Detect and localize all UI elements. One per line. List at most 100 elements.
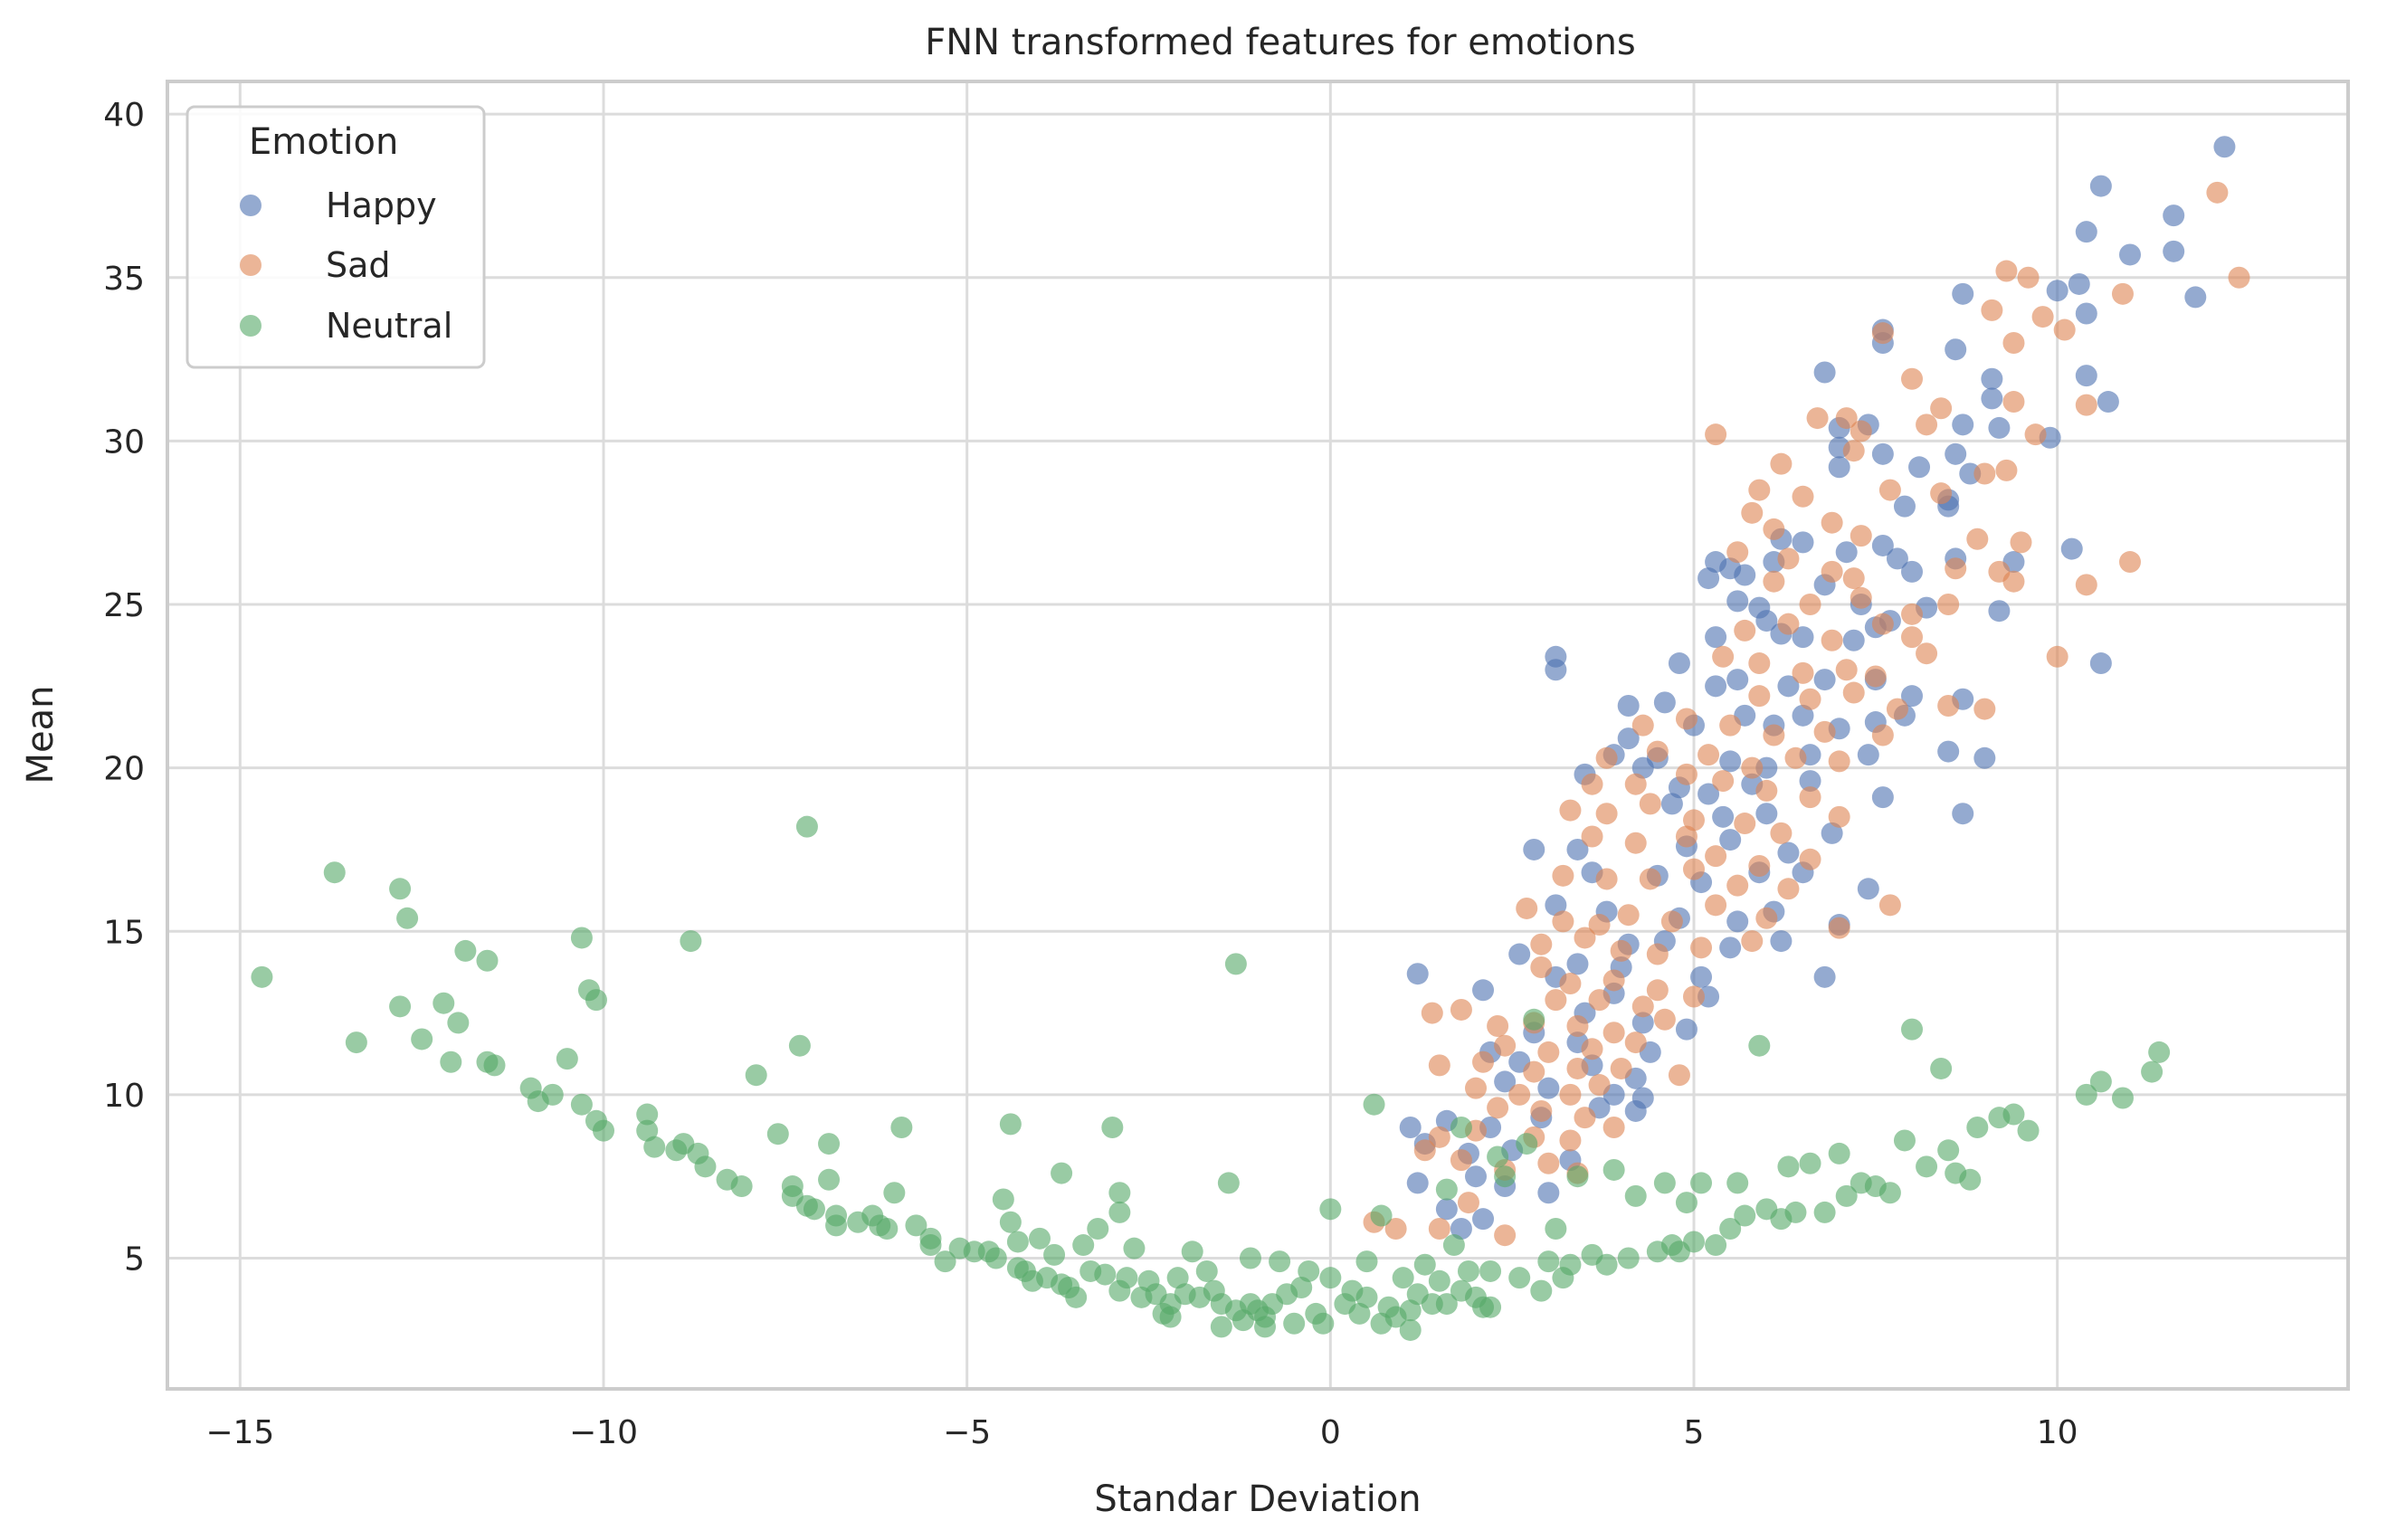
- point-sad: [1741, 930, 1764, 953]
- point-sad: [2046, 645, 2068, 668]
- point-sad: [1741, 756, 1764, 779]
- point-happy: [2119, 243, 2141, 266]
- point-sad: [1537, 1152, 1560, 1174]
- point-sad: [1683, 858, 1705, 880]
- point-sad: [1675, 763, 1698, 785]
- point-happy: [1842, 629, 1865, 651]
- point-neutral: [999, 1211, 1022, 1233]
- point-neutral: [818, 1168, 841, 1191]
- point-neutral: [1399, 1299, 1422, 1322]
- point-sad: [1683, 809, 1705, 832]
- point-neutral: [1653, 1172, 1676, 1194]
- point-neutral: [1835, 1184, 1858, 1207]
- point-sad: [2075, 574, 2097, 596]
- series-sad: [1363, 181, 2250, 1247]
- y-axis-label: Mean: [20, 686, 62, 784]
- data-points: [251, 136, 2250, 1341]
- point-sad: [1487, 1015, 1509, 1038]
- point-sad: [1842, 567, 1865, 590]
- point-sad: [1937, 694, 1960, 717]
- point-sad: [1631, 714, 1654, 737]
- point-neutral: [1930, 1057, 1953, 1079]
- point-neutral: [1239, 1247, 1261, 1269]
- point-happy: [1465, 1165, 1487, 1188]
- point-sad: [2075, 394, 2097, 416]
- point-sad: [1494, 1034, 1517, 1057]
- x-tick-labels: −15 −10 −5 0 5 10: [205, 1414, 2078, 1451]
- point-sad: [1763, 518, 1785, 540]
- point-sad: [1828, 750, 1850, 773]
- point-neutral: [1123, 1237, 1146, 1260]
- point-neutral: [1413, 1253, 1436, 1276]
- point-neutral: [1159, 1306, 1182, 1328]
- point-happy: [1813, 965, 1836, 988]
- point-neutral: [2111, 1087, 2134, 1109]
- y-tick-label: 15: [103, 914, 145, 951]
- point-sad: [1595, 746, 1618, 769]
- point-neutral: [2089, 1070, 2112, 1093]
- point-sad: [1792, 485, 1814, 508]
- point-happy: [1945, 442, 1967, 465]
- x-axis-label: Standar Deviation: [1094, 1478, 1421, 1520]
- point-neutral: [1537, 1250, 1560, 1273]
- point-sad: [1595, 803, 1618, 825]
- y-tick-label: 30: [103, 423, 145, 461]
- point-happy: [1617, 694, 1640, 717]
- point-neutral: [1435, 1178, 1458, 1201]
- point-sad: [1428, 1054, 1450, 1077]
- point-neutral: [745, 1064, 767, 1087]
- point-neutral: [730, 1175, 753, 1198]
- point-happy: [1719, 557, 1742, 580]
- point-neutral: [476, 949, 499, 972]
- point-neutral: [1675, 1192, 1698, 1214]
- point-neutral: [1116, 1267, 1138, 1289]
- point-neutral: [1784, 1201, 1807, 1223]
- point-sad: [1916, 414, 1938, 436]
- point-sad: [1530, 1099, 1553, 1122]
- point-sad: [1523, 1060, 1545, 1083]
- point-neutral: [825, 1214, 848, 1237]
- point-sad: [1384, 1217, 1407, 1240]
- point-happy: [1406, 1172, 1429, 1194]
- point-sad: [1770, 452, 1793, 475]
- point-happy: [1901, 685, 1923, 708]
- point-happy: [1719, 936, 1742, 959]
- point-happy: [1545, 894, 1567, 917]
- point-neutral: [818, 1133, 841, 1155]
- point-neutral: [1254, 1306, 1277, 1328]
- point-neutral: [1530, 1279, 1553, 1302]
- point-sad: [1973, 462, 1996, 485]
- point-neutral: [1799, 1152, 1821, 1174]
- point-neutral: [1043, 1243, 1066, 1266]
- point-neutral: [1065, 1286, 1088, 1308]
- point-neutral: [2141, 1060, 2164, 1083]
- point-neutral: [999, 1113, 1022, 1136]
- point-happy: [1406, 963, 1429, 985]
- point-happy: [1945, 338, 1967, 361]
- point-sad: [1901, 626, 1923, 649]
- point-neutral: [1901, 1018, 1923, 1041]
- point-happy: [1566, 953, 1589, 975]
- point-neutral: [1094, 1263, 1117, 1286]
- point-neutral: [788, 1034, 811, 1057]
- chart-title: FNN transformed features for emotions: [925, 22, 1636, 63]
- legend-marker-sad: [240, 254, 262, 276]
- point-happy: [1508, 943, 1531, 965]
- point-neutral: [1734, 1204, 1756, 1227]
- x-tick-label: −5: [943, 1414, 991, 1451]
- point-happy: [1813, 669, 1836, 691]
- point-sad: [1705, 894, 1727, 917]
- point-neutral: [1487, 1145, 1509, 1168]
- point-happy: [1857, 878, 1879, 900]
- point-sad: [1660, 910, 1683, 933]
- point-sad: [1705, 423, 1727, 446]
- point-sad: [1878, 894, 1901, 917]
- point-happy: [1952, 803, 1974, 825]
- point-sad: [1450, 1149, 1472, 1172]
- point-sad: [1813, 720, 1836, 743]
- point-neutral: [1595, 1253, 1618, 1276]
- point-neutral: [1195, 1260, 1218, 1282]
- point-sad: [1712, 645, 1735, 668]
- point-sad: [1886, 698, 1908, 720]
- point-sad: [1734, 813, 1756, 835]
